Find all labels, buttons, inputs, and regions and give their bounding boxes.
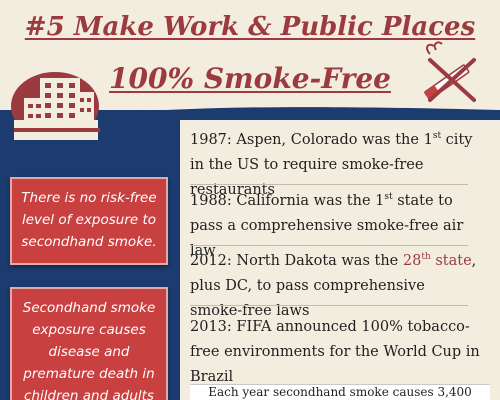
divider (190, 305, 468, 306)
title-line-1: #5 Make Work & Public Places (24, 12, 476, 42)
timeline-entry-1988: 1988: California was the 1st state to pa… (190, 192, 464, 259)
fact-box-no-risk: There is no risk-free level of exposure … (10, 177, 168, 265)
building-icon (11, 72, 100, 140)
divider (190, 184, 468, 185)
timeline-entry-2013: 2013: FIFA announced 100% tobacco-free e… (190, 319, 480, 385)
timeline-panel: 1987: Aspen, Colorado was the 1st city i… (180, 120, 500, 400)
divider (190, 245, 468, 246)
fact-box-disease: Secondhand smoke exposure causes disease… (10, 287, 168, 400)
bottom-note: Each year secondhand smoke causes 3,400 (190, 384, 490, 400)
title-line-2: 100% Smoke-Free (109, 62, 391, 95)
no-smoking-icon (424, 41, 476, 102)
timeline-entry-2012: 2012: North Dakota was the 28th state, p… (190, 252, 477, 319)
timeline-entry-1987: 1987: Aspen, Colorado was the 1st city i… (190, 131, 473, 198)
